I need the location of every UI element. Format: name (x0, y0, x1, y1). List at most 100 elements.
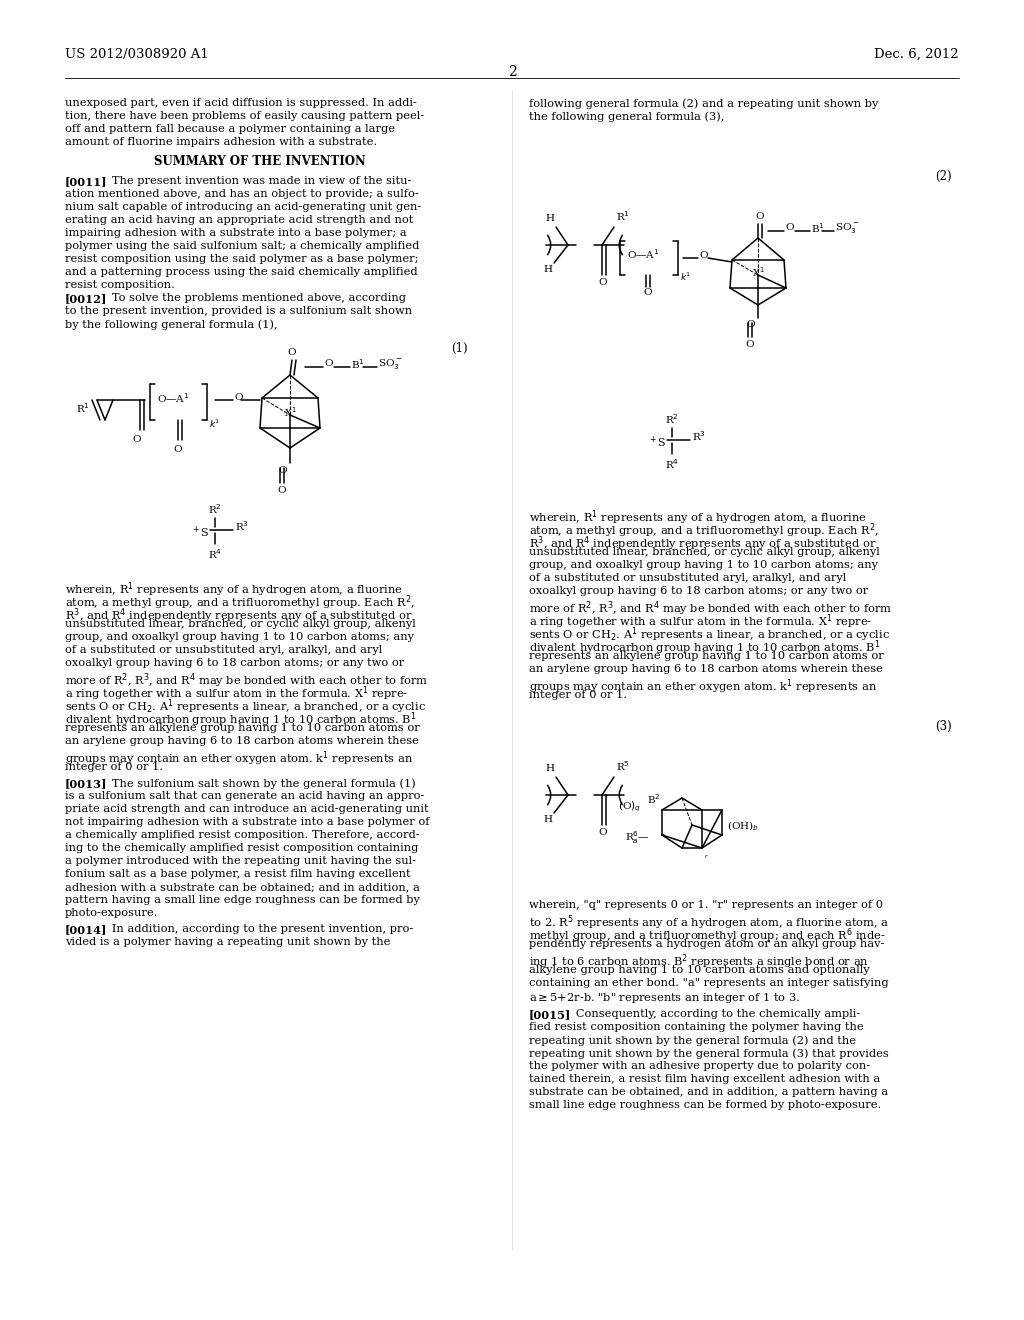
Text: more of R$^2$, R$^3$, and R$^4$ may be bonded with each other to form: more of R$^2$, R$^3$, and R$^4$ may be b… (65, 671, 428, 689)
Text: O—A$^1$: O—A$^1$ (627, 247, 659, 261)
Text: R$^5$: R$^5$ (616, 759, 630, 774)
Text: $^+$S: $^+$S (190, 524, 209, 540)
Text: O: O (278, 486, 287, 495)
Text: O: O (746, 319, 755, 329)
Text: O: O (785, 223, 794, 232)
Text: O: O (174, 445, 182, 454)
Text: $_r$: $_r$ (705, 851, 709, 861)
Text: SO$_3^-$: SO$_3^-$ (835, 220, 859, 235)
Text: R$^3$: R$^3$ (692, 429, 706, 444)
Text: (3): (3) (935, 719, 952, 733)
Text: fonium salt as a base polymer, a resist film having excellent: fonium salt as a base polymer, a resist … (65, 869, 411, 879)
Text: a$\geq$5+2r-b. "b" represents an integer of 1 to 3.: a$\geq$5+2r-b. "b" represents an integer… (529, 991, 800, 1005)
Text: (OH)$_b$: (OH)$_b$ (727, 820, 759, 833)
Text: [0014]: [0014] (65, 924, 108, 935)
Text: O: O (644, 288, 652, 297)
Text: tion, there have been problems of easily causing pattern peel-: tion, there have been problems of easily… (65, 111, 424, 121)
Text: R$^3$: R$^3$ (234, 519, 249, 533)
Text: H: H (545, 764, 554, 774)
Text: represents an alkylene group having 1 to 10 carbon atoms or: represents an alkylene group having 1 to… (65, 723, 420, 733)
Text: [0012]: [0012] (65, 293, 108, 304)
Text: integer of 0 or 1.: integer of 0 or 1. (529, 690, 627, 700)
Text: O: O (133, 436, 141, 444)
Text: ing 1 to 6 carbon atoms. B$^2$ represents a single bond or an: ing 1 to 6 carbon atoms. B$^2$ represent… (529, 952, 868, 970)
Text: group, and oxoalkyl group having 1 to 10 carbon atoms; any: group, and oxoalkyl group having 1 to 10… (65, 632, 414, 642)
Text: R$^1$: R$^1$ (76, 401, 90, 414)
Text: photo-exposure.: photo-exposure. (65, 908, 159, 917)
Text: In addition, according to the present invention, pro-: In addition, according to the present in… (101, 924, 414, 935)
Text: unsubstituted linear, branched, or cyclic alkyl group, alkenyl: unsubstituted linear, branched, or cycli… (65, 619, 416, 630)
Text: more of R$^2$, R$^3$, and R$^4$ may be bonded with each other to form: more of R$^2$, R$^3$, and R$^4$ may be b… (529, 599, 892, 618)
Text: represents an alkylene group having 1 to 10 carbon atoms or: represents an alkylene group having 1 to… (529, 651, 884, 661)
Text: following general formula (2) and a repeating unit shown by: following general formula (2) and a repe… (529, 98, 879, 108)
Text: H: H (543, 814, 552, 824)
Text: O—A$^1$: O—A$^1$ (157, 391, 189, 405)
Text: impairing adhesion with a substrate into a base polymer; a: impairing adhesion with a substrate into… (65, 228, 407, 238)
Text: off and pattern fall because a polymer containing a large: off and pattern fall because a polymer c… (65, 124, 395, 135)
Text: divalent hydrocarbon group having 1 to 10 carbon atoms. B$^1$: divalent hydrocarbon group having 1 to 1… (529, 638, 881, 656)
Text: resist composition.: resist composition. (65, 280, 175, 290)
Text: ation mentioned above, and has an object to provide; a sulfo-: ation mentioned above, and has an object… (65, 189, 419, 199)
Text: not impairing adhesion with a substrate into a base polymer of: not impairing adhesion with a substrate … (65, 817, 429, 828)
Text: ing to the chemically amplified resist composition containing: ing to the chemically amplified resist c… (65, 843, 419, 853)
Text: resist composition using the said polymer as a base polymer;: resist composition using the said polyme… (65, 253, 419, 264)
Text: R$^3$, and R$^4$ independently represents any of a substituted or: R$^3$, and R$^4$ independently represent… (529, 535, 877, 553)
Text: O: O (599, 279, 607, 286)
Text: oxoalkyl group having 6 to 18 carbon atoms; or any two or: oxoalkyl group having 6 to 18 carbon ato… (65, 657, 404, 668)
Text: priate acid strength and can introduce an acid-generating unit: priate acid strength and can introduce a… (65, 804, 429, 814)
Text: wherein, R$^1$ represents any of a hydrogen atom, a fluorine: wherein, R$^1$ represents any of a hydro… (529, 508, 867, 527)
Text: containing an ether bond. "a" represents an integer satisfying: containing an ether bond. "a" represents… (529, 978, 889, 987)
Text: $k^1$: $k^1$ (209, 418, 220, 430)
Text: by the following general formula (1),: by the following general formula (1), (65, 319, 278, 330)
Text: [0011]: [0011] (65, 176, 108, 187)
Text: H: H (545, 214, 554, 223)
Text: $k^1$: $k^1$ (680, 271, 691, 284)
Text: atom, a methyl group, and a trifluoromethyl group. Each R$^2$,: atom, a methyl group, and a trifluoromet… (529, 521, 879, 540)
Text: vided is a polymer having a repeating unit shown by the: vided is a polymer having a repeating un… (65, 937, 390, 946)
Text: unexposed part, even if acid diffusion is suppressed. In addi-: unexposed part, even if acid diffusion i… (65, 98, 417, 108)
Text: divalent hydrocarbon group having 1 to 10 carbon atoms. B$^1$: divalent hydrocarbon group having 1 to 1… (65, 710, 417, 729)
Text: groups may contain an ether oxygen atom. k$^1$ represents an: groups may contain an ether oxygen atom.… (529, 677, 877, 696)
Text: B$^2$: B$^2$ (647, 792, 660, 807)
Text: O: O (288, 348, 296, 356)
Text: an arylene group having 6 to 18 carbon atoms wherein these: an arylene group having 6 to 18 carbon a… (529, 664, 883, 675)
Text: repeating unit shown by the general formula (3) that provides: repeating unit shown by the general form… (529, 1048, 889, 1059)
Text: unsubstituted linear, branched, or cyclic alkyl group, alkenyl: unsubstituted linear, branched, or cycli… (529, 546, 880, 557)
Text: 2: 2 (508, 65, 516, 79)
Text: of a substituted or unsubstituted aryl, aralkyl, and aryl: of a substituted or unsubstituted aryl, … (65, 645, 382, 655)
Text: Dec. 6, 2012: Dec. 6, 2012 (874, 48, 959, 61)
Text: O: O (599, 828, 607, 837)
Text: adhesion with a substrate can be obtained; and in addition, a: adhesion with a substrate can be obtaine… (65, 882, 420, 892)
Text: X$^1$: X$^1$ (284, 405, 296, 418)
Text: alkylene group having 1 to 10 carbon atoms and optionally: alkylene group having 1 to 10 carbon ato… (529, 965, 869, 975)
Text: R$^6_a$—: R$^6_a$— (626, 829, 650, 846)
Text: X$^1$: X$^1$ (752, 265, 764, 279)
Text: R$^3$, and R$^4$ independently represents any of a substituted or: R$^3$, and R$^4$ independently represent… (65, 606, 413, 624)
Text: nium salt capable of introducing an acid-generating unit gen-: nium salt capable of introducing an acid… (65, 202, 421, 213)
Text: oxoalkyl group having 6 to 18 carbon atoms; or any two or: oxoalkyl group having 6 to 18 carbon ato… (529, 586, 868, 597)
Text: amount of fluorine impairs adhesion with a substrate.: amount of fluorine impairs adhesion with… (65, 137, 377, 147)
Text: The sulfonium salt shown by the general formula (1): The sulfonium salt shown by the general … (101, 777, 416, 788)
Text: O: O (699, 251, 708, 260)
Text: a ring together with a sulfur atom in the formula. X$^1$ repre-: a ring together with a sulfur atom in th… (65, 684, 409, 702)
Text: Consequently, according to the chemically ampli-: Consequently, according to the chemicall… (565, 1008, 860, 1019)
Text: of a substituted or unsubstituted aryl, aralkyl, and aryl: of a substituted or unsubstituted aryl, … (529, 573, 846, 583)
Text: To solve the problems mentioned above, according: To solve the problems mentioned above, a… (101, 293, 406, 304)
Text: sents O or CH$_2$. A$^1$ represents a linear, a branched, or a cyclic: sents O or CH$_2$. A$^1$ represents a li… (529, 624, 890, 644)
Text: an arylene group having 6 to 18 carbon atoms wherein these: an arylene group having 6 to 18 carbon a… (65, 737, 419, 746)
Text: B$^1$: B$^1$ (811, 220, 824, 235)
Text: fied resist composition containing the polymer having the: fied resist composition containing the p… (529, 1022, 863, 1032)
Text: atom, a methyl group, and a trifluoromethyl group. Each R$^2$,: atom, a methyl group, and a trifluoromet… (65, 593, 415, 611)
Text: (2): (2) (935, 170, 952, 183)
Text: O: O (756, 213, 764, 220)
Text: SO$_3^-$: SO$_3^-$ (378, 356, 402, 371)
Text: H: H (543, 265, 552, 275)
Text: wherein, R$^1$ represents any of a hydrogen atom, a fluorine: wherein, R$^1$ represents any of a hydro… (65, 579, 403, 598)
Text: pattern having a small line edge roughness can be formed by: pattern having a small line edge roughne… (65, 895, 420, 906)
Text: a ring together with a sulfur atom in the formula. X$^1$ repre-: a ring together with a sulfur atom in th… (529, 612, 872, 631)
Text: group, and oxoalkyl group having 1 to 10 carbon atoms; any: group, and oxoalkyl group having 1 to 10… (529, 560, 878, 570)
Text: polymer using the said sulfonium salt; a chemically amplified: polymer using the said sulfonium salt; a… (65, 242, 420, 251)
Text: R$^1$: R$^1$ (616, 209, 630, 223)
Text: pendently represents a hydrogen atom or an alkyl group hav-: pendently represents a hydrogen atom or … (529, 939, 885, 949)
Text: B$^1$: B$^1$ (351, 358, 365, 371)
